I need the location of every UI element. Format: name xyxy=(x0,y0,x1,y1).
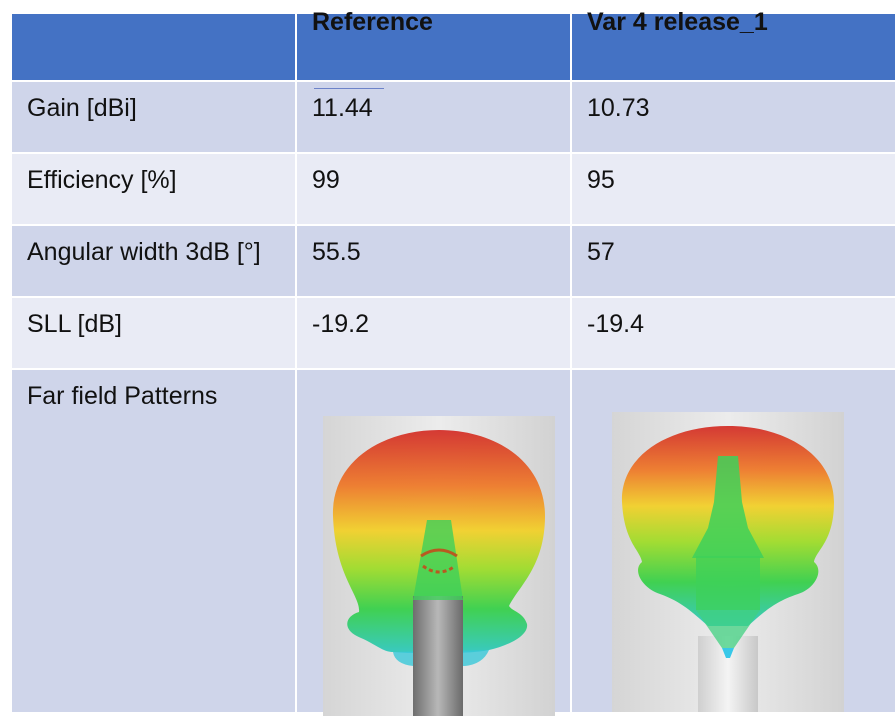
far-field-pattern-reference-image xyxy=(323,416,555,716)
table-row-sll: SLL [dB] -19.2 -19.4 xyxy=(10,296,895,370)
cell-reference-value: 11.44 xyxy=(295,80,572,154)
table-row-angular-width: Angular width 3dB [°] 55.5 57 xyxy=(10,224,895,298)
header-cell-var4: Var 4 release_1 xyxy=(570,8,895,82)
far-field-pattern-var4-image xyxy=(612,412,844,712)
row-label: Gain [dBi] xyxy=(10,80,297,154)
table-row-efficiency: Efficiency [%] 99 95 xyxy=(10,152,895,226)
header-cell-empty xyxy=(10,12,297,82)
cell-var4-value: 57 xyxy=(570,224,895,298)
comparison-table: Reference Var 4 release_1 Gain [dBi] 11.… xyxy=(10,8,895,716)
cell-reference-value: 55.5 xyxy=(295,224,572,298)
cell-var4-pattern xyxy=(570,368,895,714)
header-cell-reference: Reference xyxy=(295,8,572,82)
cell-reference-value: -19.2 xyxy=(295,296,572,370)
table-row-far-field: Far field Patterns xyxy=(10,368,895,716)
row-label: SLL [dB] xyxy=(10,296,297,370)
table-row-gain: Gain [dBi] 11.44 10.73 xyxy=(10,80,895,154)
row-label: Angular width 3dB [°] xyxy=(10,224,297,298)
cell-reference-value: 99 xyxy=(295,152,572,226)
row-label: Efficiency [%] xyxy=(10,152,297,226)
cell-var4-value: 95 xyxy=(570,152,895,226)
row-label: Far field Patterns xyxy=(10,368,297,714)
text-cursor-underline xyxy=(314,88,384,89)
header-row: Reference Var 4 release_1 xyxy=(10,8,895,82)
cell-var4-value: -19.4 xyxy=(570,296,895,370)
cell-var4-value: 10.73 xyxy=(570,80,895,154)
cell-reference-pattern xyxy=(295,368,572,716)
